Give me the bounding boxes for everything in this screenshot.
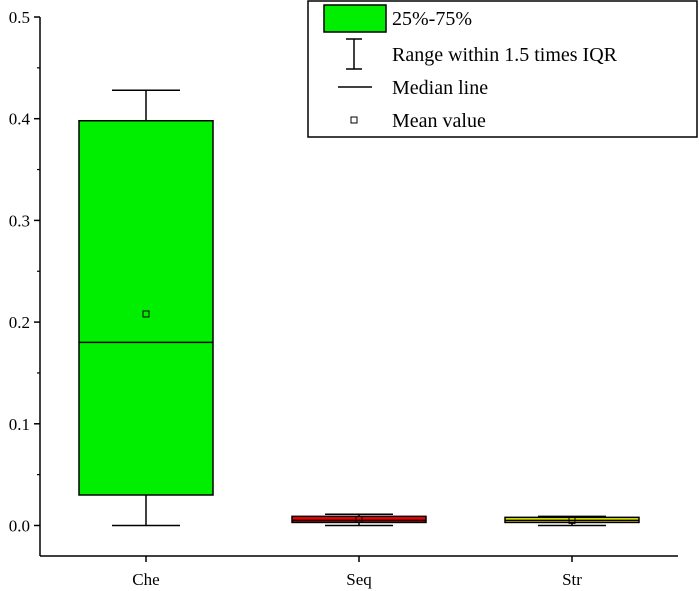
legend-entry-label: Mean value (392, 110, 486, 132)
y-axis: 0.0 0.1 0.2 0.3 0.4 0.5 (9, 8, 40, 535)
box-series (78, 89, 640, 527)
legend-box-swatch (323, 4, 387, 33)
x-tick-label: Che (132, 570, 159, 589)
box-seq (291, 513, 427, 527)
box-che (78, 89, 214, 527)
legend-entry-label: Median line (392, 77, 488, 99)
box-str (504, 515, 640, 527)
x-tick-label: Seq (346, 570, 372, 589)
y-tick-label: 0.0 (9, 516, 30, 535)
legend-entry-label: 25%-75% (392, 8, 472, 30)
legend: 25%-75% Range within 1.5 times IQR Median … (307, 0, 698, 138)
mean-marker (568, 516, 576, 524)
iqr-box (291, 515, 427, 524)
iqr-box (78, 119, 214, 496)
legend-mean-symbol (350, 116, 358, 124)
mean-marker (142, 310, 150, 318)
y-tick-label: 0.5 (9, 8, 30, 27)
x-tick-label: Str (562, 570, 582, 589)
mean-marker (355, 515, 363, 523)
y-tick-label: 0.3 (9, 211, 30, 230)
y-tick-label: 0.1 (9, 415, 30, 434)
y-tick-label: 0.4 (9, 110, 31, 129)
x-axis: Che Seq Str (132, 556, 582, 589)
y-tick-label: 0.2 (9, 313, 30, 332)
legend-entry-label: Range within 1.5 times IQR (392, 44, 618, 66)
